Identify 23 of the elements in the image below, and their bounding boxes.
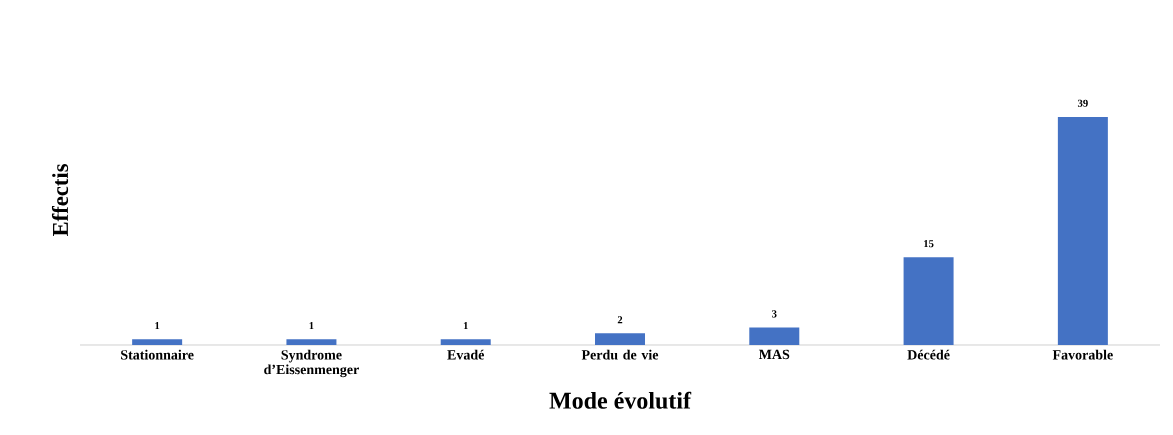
data-label: 1 (463, 322, 468, 330)
data-label: 39 (1077, 99, 1088, 107)
x-tick-label: Décédé (907, 349, 950, 360)
data-label: 1 (309, 322, 314, 330)
y-axis-title: Effectis (51, 164, 69, 237)
data-label: 15 (924, 240, 934, 248)
bar (440, 339, 491, 345)
x-tick-label: Perdu de vie (581, 349, 659, 360)
bar (595, 333, 646, 345)
x-tick-label: Stationnaire (121, 349, 194, 360)
data-label: 3 (772, 310, 777, 318)
bar (903, 257, 954, 345)
x-tick-label: Evadé (447, 349, 485, 360)
bar (1057, 116, 1108, 345)
x-tick-label: Favorable (1052, 349, 1113, 360)
x-tick-label: Syndrome d’Eissenmenger (264, 349, 359, 378)
bar (132, 339, 183, 345)
data-label: 1 (155, 322, 160, 330)
data-label: 2 (617, 316, 623, 324)
x-tick-label: MAS (758, 349, 790, 360)
bar (286, 339, 337, 345)
x-axis-title: Mode évolutif (549, 391, 692, 409)
bar (749, 327, 800, 345)
